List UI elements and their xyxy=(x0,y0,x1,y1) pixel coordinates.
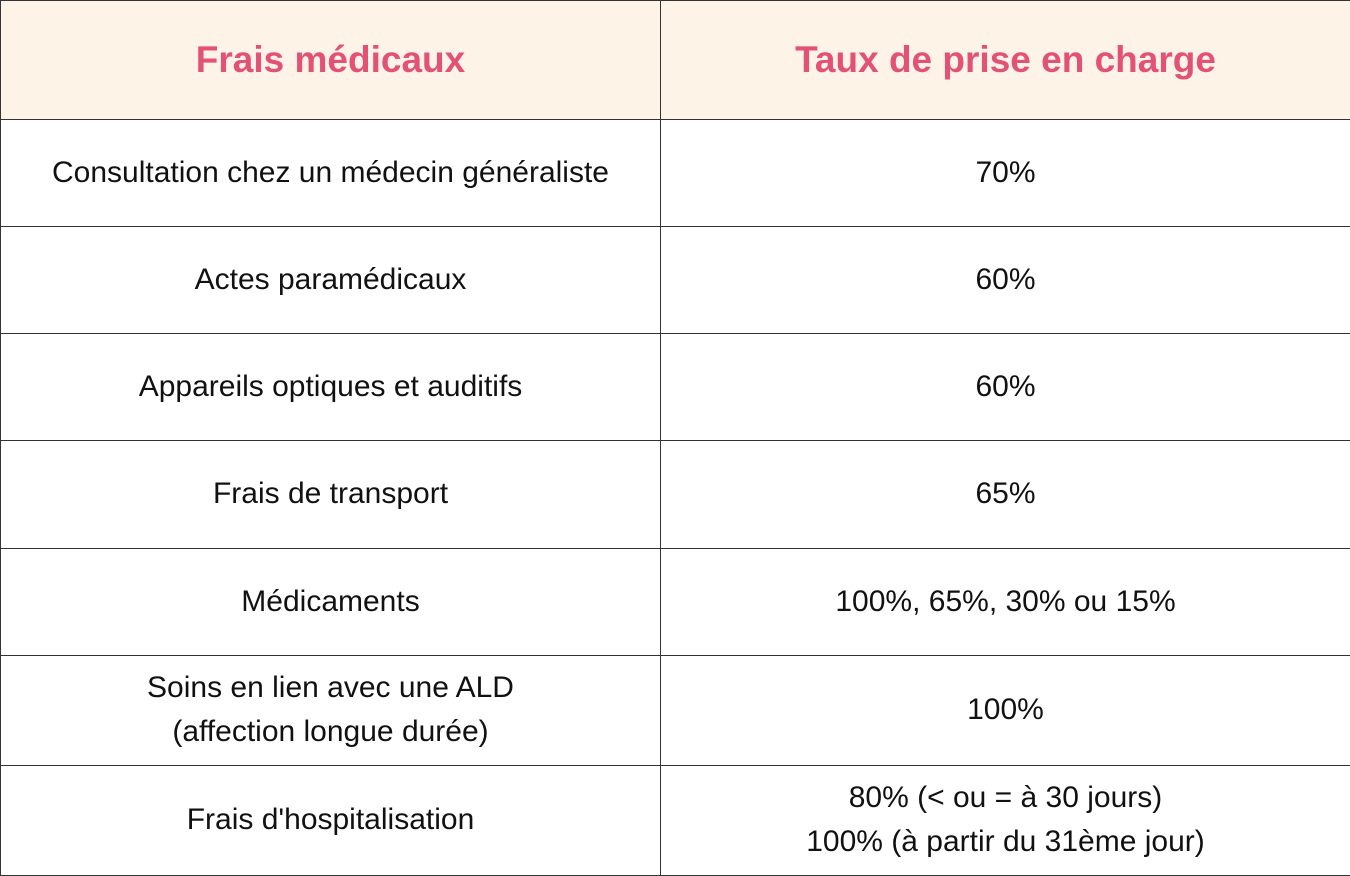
rate-text: 60% xyxy=(975,370,1036,404)
rate-cell: 70% xyxy=(660,118,1350,228)
header-coverage-rate: Taux de prise en charge xyxy=(660,0,1350,120)
rate-cell: 80% (< ou = à 30 jours) 100% (à partir d… xyxy=(660,764,1350,876)
table-row: Appareils optiques et auditifs 60% xyxy=(0,333,1350,442)
expense-text: Appareils optiques et auditifs xyxy=(138,370,523,404)
expense-cell: Actes paramédicaux xyxy=(0,226,661,335)
table-row: Médicaments 100%, 65%, 30% ou 15% xyxy=(0,547,1350,656)
expense-text-line-2: (affection longue durée) xyxy=(172,715,489,749)
table-row: Consultation chez un médecin généraliste… xyxy=(0,118,1350,228)
rate-text: 70% xyxy=(975,156,1036,190)
table-row: Frais d'hospitalisation 80% (< ou = à 30… xyxy=(0,764,1350,876)
expense-text: Frais d'hospitalisation xyxy=(186,803,475,837)
rate-cell: 60% xyxy=(660,333,1350,442)
rate-cell: 60% xyxy=(660,226,1350,335)
rate-text-line-1: 80% (< ou = à 30 jours) xyxy=(848,781,1163,815)
header-medical-expenses: Frais médicaux xyxy=(0,0,661,120)
expense-cell: Frais de transport xyxy=(0,440,661,549)
expense-text: Frais de transport xyxy=(212,477,449,511)
expense-cell: Consultation chez un médecin généraliste xyxy=(0,118,661,228)
expense-cell: Appareils optiques et auditifs xyxy=(0,333,661,442)
expense-cell: Médicaments xyxy=(0,547,661,656)
expense-cell: Frais d'hospitalisation xyxy=(0,764,661,876)
expense-text: Médicaments xyxy=(241,584,420,618)
rate-cell: 100%, 65%, 30% ou 15% xyxy=(660,547,1350,656)
rate-cell: 100% xyxy=(660,654,1350,766)
rate-text: 60% xyxy=(975,263,1036,297)
table-row: Frais de transport 65% xyxy=(0,440,1350,549)
expense-text: Consultation chez un médecin généraliste xyxy=(51,156,609,190)
expense-cell: Soins en lien avec une ALD (affection lo… xyxy=(0,654,661,766)
rate-text: 65% xyxy=(975,477,1036,511)
rate-cell: 65% xyxy=(660,440,1350,549)
table-row: Actes paramédicaux 60% xyxy=(0,226,1350,335)
expense-text-line-1: Soins en lien avec une ALD xyxy=(147,671,514,705)
rate-text: 100% xyxy=(967,693,1044,727)
rate-text: 100%, 65%, 30% ou 15% xyxy=(835,584,1176,618)
expense-text: Actes paramédicaux xyxy=(194,263,467,297)
rate-text-line-2: 100% (à partir du 31ème jour) xyxy=(806,825,1205,859)
header-row: Frais médicaux Taux de prise en charge xyxy=(0,0,1350,120)
table-row: Soins en lien avec une ALD (affection lo… xyxy=(0,654,1350,766)
